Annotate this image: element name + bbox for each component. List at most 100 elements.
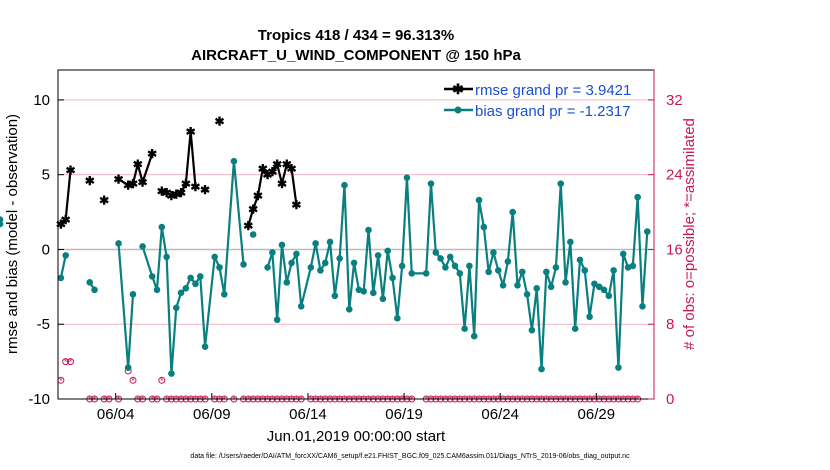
- legend-bias-label: bias grand pr = -1.2317: [475, 103, 631, 120]
- bias-point: [182, 285, 190, 292]
- bias-point: [466, 262, 473, 270]
- y-axis-ticks: -10 -5 0 5 10: [28, 92, 64, 408]
- y-tick-label-1: -5: [37, 316, 50, 333]
- bias-point: [379, 295, 387, 303]
- bias-point: [523, 291, 531, 298]
- bias-point: [398, 262, 406, 270]
- y-tick-label-2: 0: [42, 241, 50, 258]
- bias-point: [278, 241, 286, 249]
- bias-point: [192, 280, 199, 288]
- bias-point: [643, 228, 651, 235]
- rmse-point: ✱: [65, 164, 75, 178]
- y2-tick-label-0: 0: [666, 391, 674, 408]
- series-0-line-segment-0: [60, 170, 72, 225]
- rmse-point: ✱: [176, 186, 186, 200]
- bias-point: [408, 270, 416, 277]
- bias-point: [177, 289, 185, 297]
- bias-point: [557, 180, 565, 187]
- bias-point: [619, 250, 627, 258]
- rmse-point: ✱: [147, 147, 157, 161]
- rmse-point: ✱: [162, 186, 172, 200]
- rmse-point: ✱: [287, 162, 297, 176]
- bias-point: [0, 220, 4, 228]
- rmse-point: ✱: [123, 179, 133, 193]
- obs-possible-point: [129, 376, 137, 384]
- x-tick-label-2: 06/14: [289, 406, 327, 423]
- bias-point: [547, 283, 555, 291]
- bias-point: [273, 316, 281, 324]
- obs-assimilated-point: *: [160, 376, 164, 386]
- obs-assimilated-point: *: [59, 376, 63, 386]
- bias-point: [211, 253, 218, 261]
- y2-tick-label-2: 16: [666, 241, 683, 258]
- bias-point: [610, 267, 617, 274]
- legend-bias-marker: [454, 106, 462, 114]
- bias-point: [331, 292, 339, 300]
- bias-point: [456, 270, 464, 277]
- rmse-point: ✱: [138, 176, 148, 190]
- bias-point: [384, 247, 392, 255]
- rmse-point: ✱: [253, 189, 263, 203]
- bias-point: [490, 249, 497, 256]
- bias-point: [422, 270, 430, 277]
- bias-point: [538, 365, 545, 373]
- legend-rmse-marker: ✱: [452, 81, 464, 97]
- bias-point: [216, 264, 223, 271]
- bias-point: [634, 193, 641, 201]
- bias-point: [562, 279, 569, 286]
- x-tick-label-5: 06/29: [578, 406, 616, 423]
- bias-point: [240, 261, 247, 268]
- bias-point: [528, 326, 536, 334]
- footnote: data file: /Users/raeder/DAI/ATM_forcXX/…: [190, 453, 630, 460]
- obs-assimilated-point: *: [69, 357, 73, 367]
- legend: ✱ rmse grand pr = 3.9421 bias grand pr =…: [444, 81, 631, 120]
- rmse-point: ✱: [248, 203, 258, 217]
- bias-point: [509, 208, 516, 216]
- rmse-point: ✱: [272, 158, 282, 172]
- bias-point: [403, 174, 411, 181]
- bias-point: [394, 314, 401, 322]
- bias-point: [307, 264, 315, 271]
- bias-point: [432, 249, 440, 256]
- chart-title: Tropics 418 / 434 = 96.313%: [258, 27, 454, 44]
- bias-point: [600, 286, 608, 294]
- bias-point: [494, 267, 502, 274]
- series-layer: ✱✱✱✱✱✱ ✱✱✱✱✱✱✱✱✱✱✱✱✱ ✱✱✱✱✱✱✱✱✱✱✱✱✱: [0, 114, 651, 377]
- series-0-line-segment-4: [161, 130, 197, 197]
- rmse-point: ✱: [61, 213, 71, 227]
- bias-point: [158, 223, 166, 231]
- bias-point: [552, 264, 560, 271]
- bias-point: [230, 157, 238, 165]
- rmse-point: ✱: [56, 218, 66, 232]
- bias-point: [485, 268, 492, 276]
- rmse-point: ✱: [128, 177, 138, 191]
- bias-point: [153, 286, 161, 294]
- obs-assimilated-point: *: [64, 357, 68, 367]
- bias-point: [293, 250, 300, 258]
- rmse-point: ✱: [267, 165, 277, 179]
- y-axis-label: rmse and bias (model - observation): [4, 114, 21, 354]
- bias-point: [345, 305, 353, 313]
- bias-point: [341, 181, 348, 189]
- bias-point: [629, 262, 637, 270]
- y2-tick-label-1: 8: [666, 316, 674, 333]
- bias-point: [91, 286, 98, 294]
- bias-point: [139, 243, 146, 250]
- rmse-point: ✱: [282, 158, 292, 172]
- rmse-point: ✱: [186, 125, 196, 139]
- bias-point: [221, 291, 228, 298]
- bias-point: [461, 325, 468, 333]
- rmse-point: ✱: [258, 162, 268, 176]
- rmse-point: ✱: [243, 219, 253, 233]
- bias-point: [196, 273, 204, 280]
- bias-point: [504, 258, 512, 265]
- bias-point: [615, 364, 622, 371]
- bias-point: [86, 279, 94, 286]
- bias-point: [264, 264, 271, 271]
- bias-point: [129, 291, 137, 298]
- bias-point: [297, 302, 305, 310]
- y-tick-label-0: -10: [28, 391, 50, 408]
- bias-point: [57, 274, 65, 282]
- x-axis-label: Jun.01,2019 00:00:00 start: [267, 428, 446, 445]
- bias-point: [336, 255, 343, 262]
